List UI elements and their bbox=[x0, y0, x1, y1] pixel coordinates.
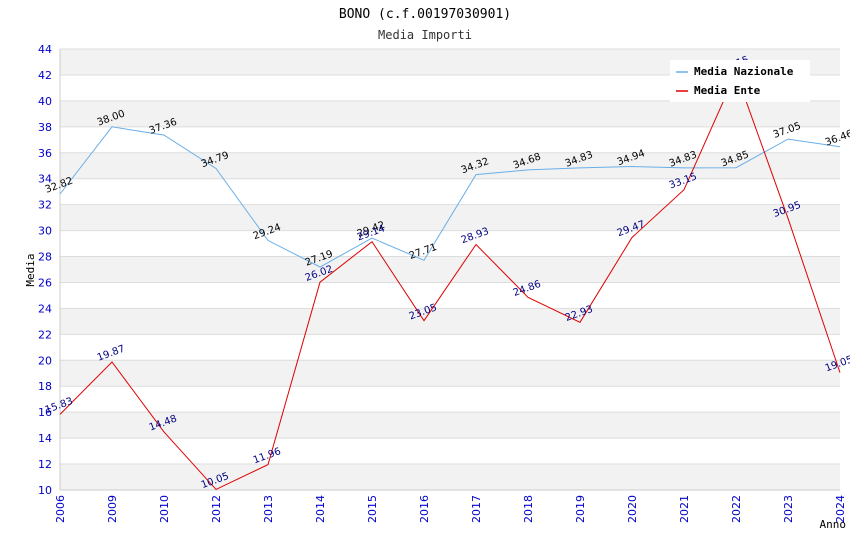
chart-subtitle: Media Importi bbox=[378, 28, 472, 42]
legend: Media Nazionale Media Ente bbox=[670, 60, 810, 102]
x-tick-label: 2013 bbox=[262, 495, 275, 523]
x-tick-label: 2006 bbox=[54, 495, 67, 523]
x-tick-label: 2024 bbox=[834, 495, 847, 523]
x-tick-label: 2021 bbox=[678, 495, 691, 523]
series-lines bbox=[59, 71, 841, 491]
y-tick-label: 10 bbox=[38, 484, 52, 497]
data-label: 11.96 bbox=[252, 446, 283, 466]
y-tick-label: 14 bbox=[38, 432, 52, 445]
x-tick-label: 2023 bbox=[782, 495, 795, 523]
y-tick-label: 26 bbox=[38, 276, 52, 289]
y-tick-label: 34 bbox=[38, 173, 52, 186]
x-axis-label: Anno bbox=[820, 518, 847, 531]
grid-lines bbox=[60, 48, 840, 491]
x-tick-label: 2012 bbox=[210, 495, 223, 523]
y-tick-label: 30 bbox=[38, 225, 52, 238]
y-tick-labels: 10 12 14 16 18 20 22 24 26 28 30 32 34 36 38 40 42 44 bbox=[38, 43, 52, 497]
grid-band bbox=[60, 360, 840, 387]
y-tick-label: 18 bbox=[38, 380, 52, 393]
series-line-media-nazionale bbox=[59, 126, 841, 268]
axes bbox=[59, 49, 840, 491]
x-tick-label: 2009 bbox=[106, 495, 119, 523]
y-tick-label: 16 bbox=[38, 406, 52, 419]
y-tick-label: 40 bbox=[38, 95, 52, 108]
x-tick-label: 2014 bbox=[314, 495, 327, 523]
chart-title: BONO (c.f.00197030901) bbox=[339, 7, 511, 22]
y-tick-label: 44 bbox=[38, 43, 52, 56]
y-tick-label: 42 bbox=[38, 69, 52, 82]
y-tick-label: 38 bbox=[38, 121, 52, 134]
x-tick-label: 2020 bbox=[626, 495, 639, 523]
grid-bands bbox=[60, 49, 840, 490]
grid-band bbox=[60, 152, 840, 179]
legend-label-media-ente: Media Ente bbox=[694, 84, 761, 97]
grid-band bbox=[60, 308, 840, 335]
x-tick-labels: 2006 2009 2010 2012 2013 2014 2015 2016 2017 2018… bbox=[54, 495, 847, 523]
grid-band bbox=[60, 412, 840, 439]
legend-box bbox=[670, 60, 810, 102]
y-tick-label: 12 bbox=[38, 458, 52, 471]
legend-label-media-nazionale: Media Nazionale bbox=[694, 65, 794, 78]
x-tick-label: 2016 bbox=[418, 495, 431, 523]
y-tick-label: 36 bbox=[38, 147, 52, 160]
x-tick-label: 2010 bbox=[158, 495, 171, 523]
grid-band bbox=[60, 464, 840, 490]
grid-band bbox=[60, 100, 840, 127]
x-tick-label: 2022 bbox=[730, 495, 743, 523]
x-tick-label: 2019 bbox=[574, 495, 587, 523]
y-axis-label: Media bbox=[24, 253, 37, 286]
grid-band bbox=[60, 256, 840, 283]
x-tick-label: 2017 bbox=[470, 495, 483, 523]
y-tick-label: 32 bbox=[38, 199, 52, 212]
series-line-media-ente bbox=[59, 71, 841, 491]
y-tick-label: 22 bbox=[38, 328, 52, 341]
x-tick-label: 2015 bbox=[366, 495, 379, 523]
x-tick-label: 2018 bbox=[522, 495, 535, 523]
y-tick-label: 28 bbox=[38, 251, 52, 264]
data-label: 36.46 bbox=[824, 128, 850, 148]
y-tick-label: 24 bbox=[38, 302, 52, 315]
y-tick-label: 20 bbox=[38, 354, 52, 367]
